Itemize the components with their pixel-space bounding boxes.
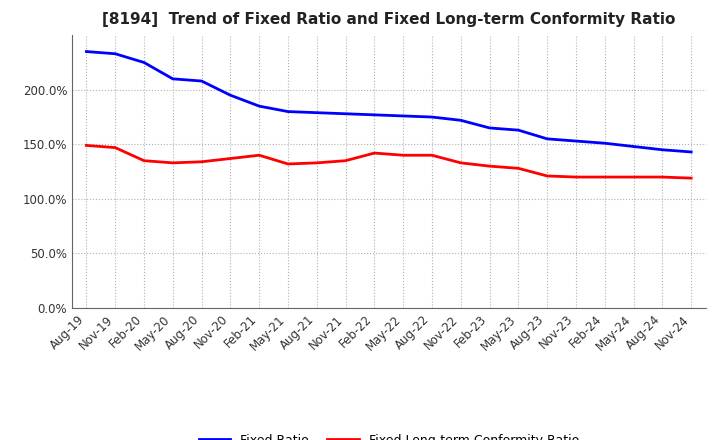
Fixed Ratio	[485, 125, 494, 131]
Fixed Ratio	[514, 128, 523, 133]
Fixed Ratio	[428, 114, 436, 120]
Fixed Long-term Conformity Ratio	[341, 158, 350, 163]
Fixed Long-term Conformity Ratio	[226, 156, 235, 161]
Fixed Long-term Conformity Ratio	[140, 158, 148, 163]
Line: Fixed Ratio: Fixed Ratio	[86, 51, 691, 152]
Fixed Ratio	[255, 103, 264, 109]
Fixed Ratio	[543, 136, 552, 142]
Fixed Long-term Conformity Ratio	[485, 164, 494, 169]
Fixed Ratio	[341, 111, 350, 117]
Fixed Ratio	[140, 60, 148, 65]
Fixed Ratio	[197, 78, 206, 84]
Fixed Long-term Conformity Ratio	[111, 145, 120, 150]
Fixed Ratio	[226, 92, 235, 98]
Fixed Long-term Conformity Ratio	[197, 159, 206, 165]
Fixed Long-term Conformity Ratio	[428, 153, 436, 158]
Fixed Long-term Conformity Ratio	[543, 173, 552, 179]
Fixed Ratio	[399, 114, 408, 119]
Fixed Ratio	[600, 141, 609, 146]
Fixed Ratio	[111, 51, 120, 56]
Fixed Ratio	[629, 144, 638, 149]
Title: [8194]  Trend of Fixed Ratio and Fixed Long-term Conformity Ratio: [8194] Trend of Fixed Ratio and Fixed Lo…	[102, 12, 675, 27]
Fixed Long-term Conformity Ratio	[514, 166, 523, 171]
Line: Fixed Long-term Conformity Ratio: Fixed Long-term Conformity Ratio	[86, 145, 691, 178]
Fixed Long-term Conformity Ratio	[456, 160, 465, 165]
Fixed Long-term Conformity Ratio	[255, 153, 264, 158]
Fixed Ratio	[312, 110, 321, 115]
Fixed Ratio	[658, 147, 667, 152]
Fixed Ratio	[572, 139, 580, 144]
Fixed Long-term Conformity Ratio	[82, 143, 91, 148]
Fixed Long-term Conformity Ratio	[399, 153, 408, 158]
Fixed Long-term Conformity Ratio	[312, 160, 321, 165]
Fixed Long-term Conformity Ratio	[658, 174, 667, 180]
Fixed Long-term Conformity Ratio	[572, 174, 580, 180]
Fixed Long-term Conformity Ratio	[687, 176, 696, 181]
Fixed Ratio	[687, 149, 696, 154]
Fixed Ratio	[284, 109, 292, 114]
Fixed Long-term Conformity Ratio	[284, 161, 292, 167]
Fixed Ratio	[82, 49, 91, 54]
Fixed Long-term Conformity Ratio	[370, 150, 379, 156]
Fixed Ratio	[168, 76, 177, 81]
Legend: Fixed Ratio, Fixed Long-term Conformity Ratio: Fixed Ratio, Fixed Long-term Conformity …	[194, 429, 584, 440]
Fixed Long-term Conformity Ratio	[168, 160, 177, 165]
Fixed Long-term Conformity Ratio	[629, 174, 638, 180]
Fixed Long-term Conformity Ratio	[600, 174, 609, 180]
Fixed Ratio	[370, 112, 379, 117]
Fixed Ratio	[456, 117, 465, 123]
